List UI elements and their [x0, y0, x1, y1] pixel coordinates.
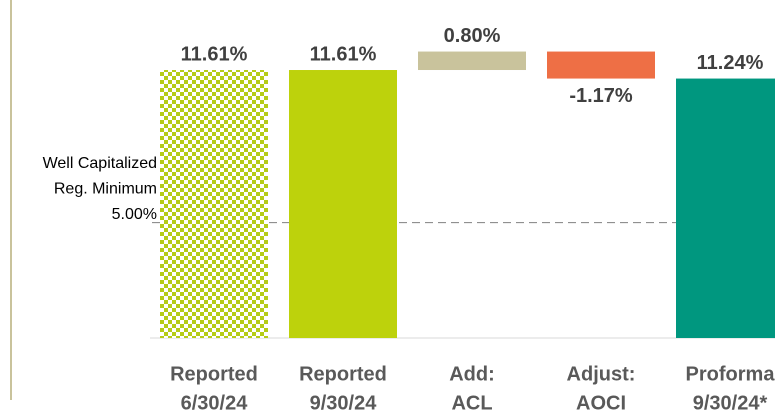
- x-tick-label: ACL: [451, 392, 492, 413]
- value-label: 11.24%: [697, 52, 764, 74]
- x-tick-label: Adjust:: [567, 363, 636, 385]
- x-tick-label: Reported: [299, 363, 387, 385]
- bar: [676, 78, 775, 339]
- x-tick-label: 9/30/24*: [693, 392, 768, 413]
- value-label: 11.61%: [310, 43, 377, 65]
- bar: [289, 70, 397, 339]
- value-label: -1.17%: [569, 85, 633, 107]
- bar: [547, 51, 655, 79]
- x-tick-label: Add:: [449, 363, 495, 385]
- x-tick-label: AOCI: [576, 392, 626, 413]
- bar: [418, 51, 526, 71]
- value-label: 0.80%: [444, 25, 501, 47]
- value-label: 11.61%: [181, 43, 248, 65]
- x-tick-label: 6/30/24: [181, 392, 249, 413]
- x-tick-label: 9/30/24: [310, 392, 378, 413]
- x-tick-label: Proforma: [686, 363, 775, 385]
- reference-label: 5.00%: [112, 206, 157, 223]
- reference-label: Well Capitalized: [43, 155, 157, 172]
- bar: [160, 70, 268, 339]
- x-tick-label: Reported: [170, 363, 258, 385]
- reference-label: Reg. Minimum: [54, 180, 157, 197]
